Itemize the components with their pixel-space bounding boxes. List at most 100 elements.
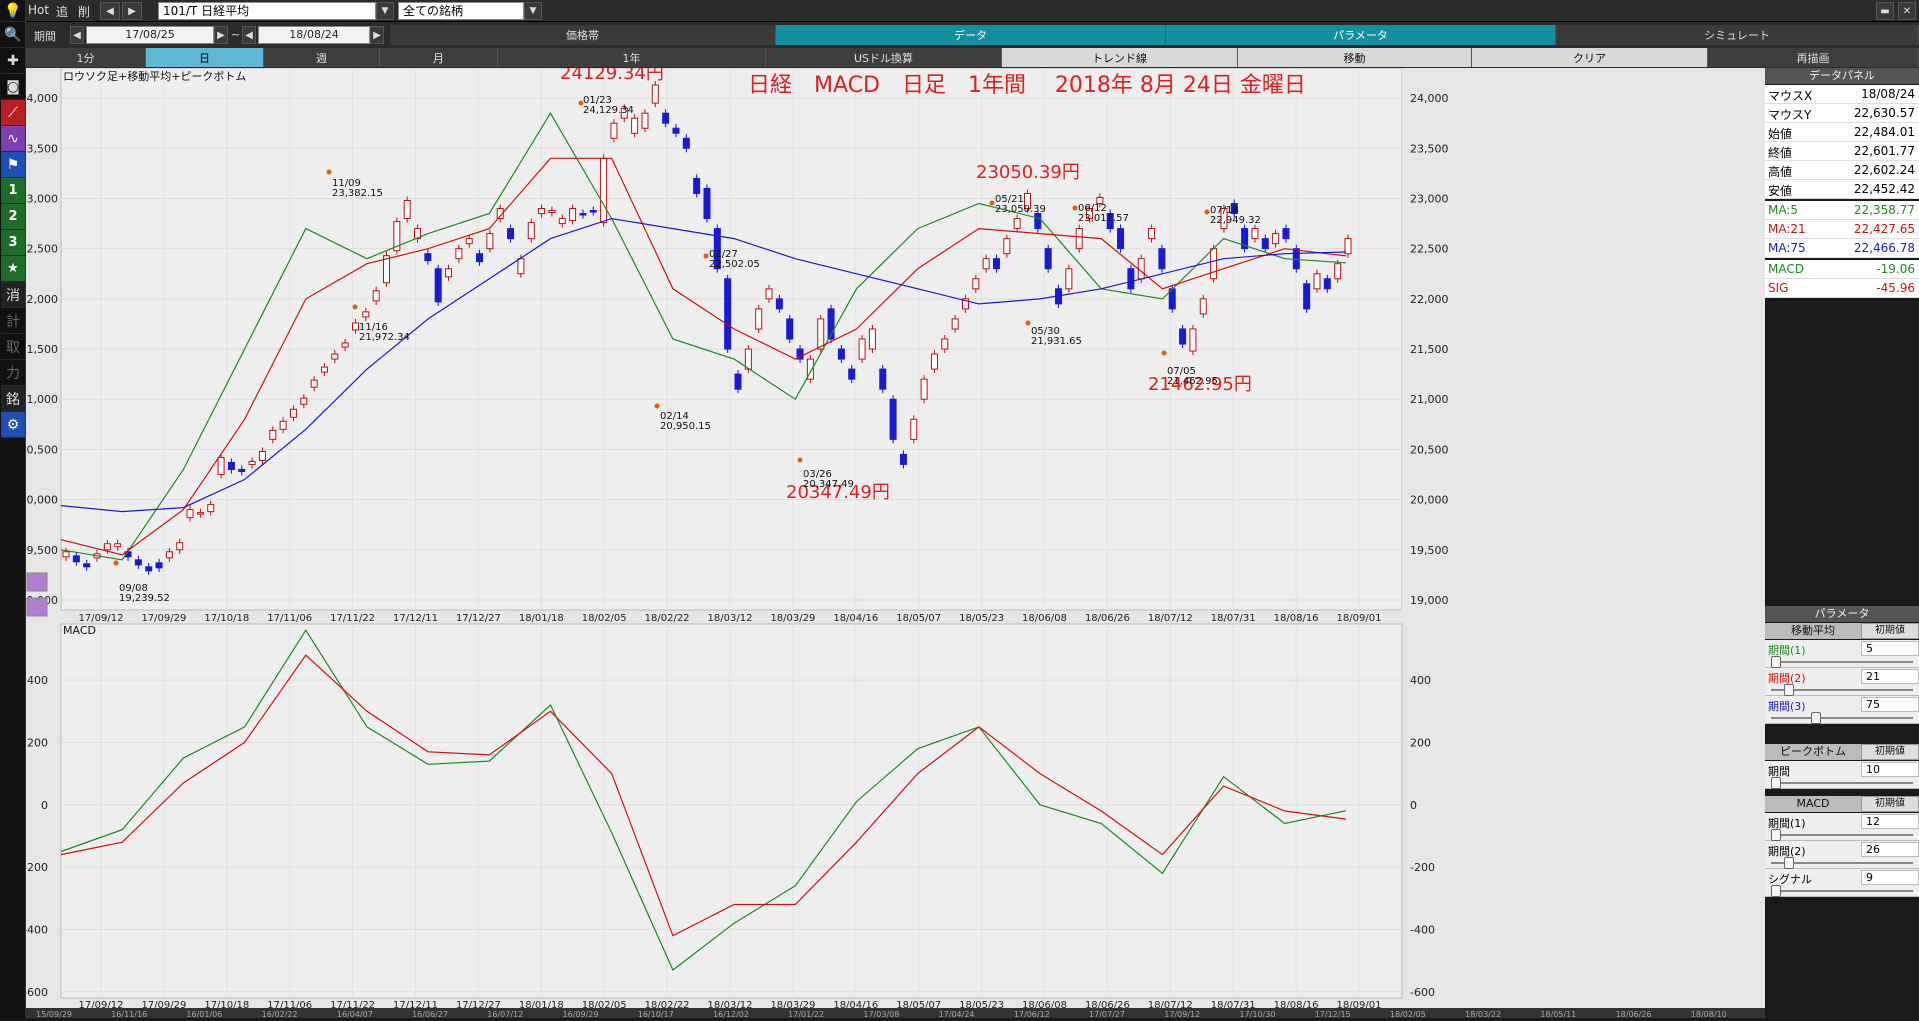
candle-body[interactable] <box>300 397 308 405</box>
param-value-field[interactable]: 75 <box>1861 697 1919 712</box>
candle-body[interactable] <box>434 268 442 303</box>
candle-body[interactable] <box>186 509 194 519</box>
candle-body[interactable] <box>1137 258 1145 280</box>
search-icon[interactable]: 🔍 <box>1 22 25 48</box>
btn-usd[interactable]: USドル換算 <box>766 48 1002 67</box>
candle-body[interactable] <box>1117 228 1125 250</box>
candle-body[interactable] <box>1075 228 1083 250</box>
param-slider-track[interactable] <box>1771 834 1913 836</box>
candle-body[interactable] <box>817 318 825 350</box>
candle-body[interactable] <box>868 328 876 350</box>
btn-redraw[interactable]: 再描画 <box>1708 48 1919 67</box>
candle-body[interactable] <box>217 456 225 476</box>
candle-body[interactable] <box>1261 238 1269 250</box>
candle-body[interactable] <box>393 221 401 252</box>
candle-body[interactable] <box>651 84 659 104</box>
candle-body[interactable] <box>1282 228 1290 240</box>
param-slider-knob[interactable] <box>1810 712 1821 724</box>
candle-body[interactable] <box>806 358 814 380</box>
candle-body[interactable] <box>734 373 742 390</box>
candle-body[interactable] <box>1241 228 1249 250</box>
candle-body[interactable] <box>744 348 752 370</box>
param-slider-knob[interactable] <box>1771 885 1781 897</box>
candle-body[interactable] <box>703 187 711 220</box>
candle-body[interactable] <box>62 551 70 558</box>
candle-body[interactable] <box>145 566 153 572</box>
candle-body[interactable] <box>1179 328 1187 345</box>
date-from-prev-icon[interactable]: ◀ <box>70 26 84 44</box>
candle-body[interactable] <box>114 543 122 548</box>
candle-body[interactable] <box>1127 268 1135 290</box>
crosshair-icon[interactable]: ✚ <box>1 48 25 74</box>
candle-body[interactable] <box>682 137 690 149</box>
candle-body[interactable] <box>558 218 566 225</box>
candle-body[interactable] <box>899 453 907 465</box>
flag-icon[interactable]: ⚑ <box>1 152 25 178</box>
candle-body[interactable] <box>341 342 349 348</box>
candle-body[interactable] <box>227 461 235 470</box>
param-slider-track[interactable] <box>1771 689 1913 691</box>
candle-body[interactable] <box>414 228 422 240</box>
candle-body[interactable] <box>724 278 732 350</box>
candle-body[interactable] <box>961 298 969 310</box>
pb-init-button[interactable]: 初期値 <box>1861 744 1919 760</box>
candle-body[interactable] <box>403 199 411 220</box>
candle-body[interactable] <box>1230 203 1238 215</box>
candle-body[interactable] <box>1210 248 1218 280</box>
candle-body[interactable] <box>445 268 453 278</box>
btn-1min[interactable]: 1分 <box>26 48 146 67</box>
hot-label[interactable]: Hot <box>28 3 50 17</box>
candle-body[interactable] <box>796 348 804 360</box>
candle-body[interactable] <box>196 512 204 515</box>
candle-body[interactable] <box>600 157 608 224</box>
tab-simulate[interactable]: シミュレート <box>1556 25 1919 45</box>
bottom-date-strip[interactable]: 15/09/29 16/11/16 16/01/06 16/02/22 16/04/07… <box>26 1008 1765 1019</box>
universe-field[interactable]: 全ての銘柄 <box>398 2 524 20</box>
candle-body[interactable] <box>848 368 856 380</box>
symbol-field[interactable]: 101/T 日経平均 <box>158 2 376 20</box>
star-icon[interactable]: ★ <box>1 256 25 282</box>
tab-data[interactable]: データ <box>776 25 1166 45</box>
date-to-field[interactable]: 18/08/24 <box>258 26 370 44</box>
btn-clear[interactable]: クリア <box>1472 48 1708 67</box>
candle-body[interactable] <box>1158 248 1166 270</box>
candle-body[interactable] <box>1148 228 1156 240</box>
price-plot-area[interactable] <box>60 68 1403 611</box>
candle-body[interactable] <box>951 318 959 330</box>
param-slider-track[interactable] <box>1771 782 1913 784</box>
candle-body[interactable] <box>351 322 359 331</box>
candle-body[interactable] <box>837 348 845 360</box>
layout-1-button[interactable]: 1 <box>1 178 25 204</box>
ma-line[interactable] <box>60 217 1347 513</box>
candle-body[interactable] <box>1323 278 1331 290</box>
candle-body[interactable] <box>631 117 639 134</box>
candle-chart-icon[interactable]: ⟋ <box>1 100 25 126</box>
candle-body[interactable] <box>1220 208 1228 230</box>
candle-body[interactable] <box>1251 228 1259 240</box>
universe-dropdown-icon[interactable]: ▼ <box>524 2 542 20</box>
btn-monthly[interactable]: 月 <box>380 48 498 67</box>
gear-icon[interactable]: ⚙ <box>1 412 25 438</box>
candle-body[interactable] <box>1313 273 1321 290</box>
candle-body[interactable] <box>992 258 1000 270</box>
btn-1year[interactable]: 1年 <box>498 48 766 67</box>
candle-body[interactable] <box>496 208 504 220</box>
delete-button[interactable]: 削 <box>78 5 91 19</box>
date-to-next-icon[interactable]: ▶ <box>370 26 384 44</box>
candle-body[interactable] <box>507 228 515 240</box>
param-slider-track[interactable] <box>1771 661 1913 663</box>
candle-body[interactable] <box>569 208 577 222</box>
layout-3-button[interactable]: 3 <box>1 230 25 256</box>
close-icon[interactable]: ✕ <box>1898 2 1916 20</box>
btn-trendline[interactable]: トレンド線 <box>1002 48 1238 67</box>
candle-body[interactable] <box>476 253 484 263</box>
layout-2-button[interactable]: 2 <box>1 204 25 230</box>
candle-body[interactable] <box>672 127 680 134</box>
macd-init-button[interactable]: 初期値 <box>1861 796 1919 812</box>
candle-body[interactable] <box>165 551 173 559</box>
candle-body[interactable] <box>331 353 339 360</box>
next-arrow-icon[interactable]: ▶ <box>122 2 142 20</box>
candle-body[interactable] <box>424 253 432 262</box>
param-value-field[interactable]: 26 <box>1861 842 1919 857</box>
candle-body[interactable] <box>320 366 328 373</box>
